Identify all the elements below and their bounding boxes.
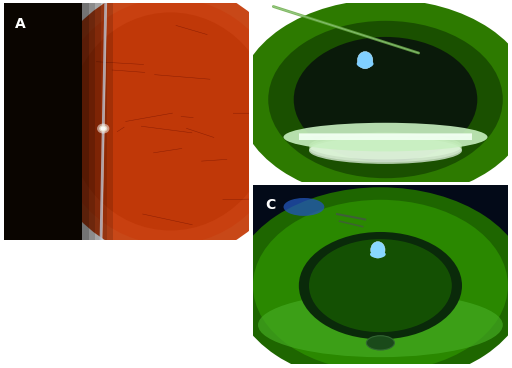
Ellipse shape xyxy=(309,135,462,162)
Polygon shape xyxy=(4,3,82,240)
Ellipse shape xyxy=(253,200,508,368)
Ellipse shape xyxy=(100,127,106,131)
Polygon shape xyxy=(253,185,508,236)
Text: A: A xyxy=(15,17,26,31)
Polygon shape xyxy=(299,132,472,136)
Polygon shape xyxy=(107,3,113,240)
Ellipse shape xyxy=(309,239,452,332)
Ellipse shape xyxy=(284,198,324,216)
Text: C: C xyxy=(266,198,276,212)
Ellipse shape xyxy=(53,0,288,245)
Ellipse shape xyxy=(68,13,273,230)
Ellipse shape xyxy=(309,137,462,164)
Polygon shape xyxy=(101,3,107,240)
Ellipse shape xyxy=(99,125,108,132)
Ellipse shape xyxy=(357,52,373,69)
Ellipse shape xyxy=(268,21,503,178)
Ellipse shape xyxy=(309,132,462,159)
Ellipse shape xyxy=(258,293,503,357)
Ellipse shape xyxy=(232,187,512,368)
Polygon shape xyxy=(89,3,95,240)
Polygon shape xyxy=(95,3,101,240)
Text: B: B xyxy=(266,15,276,29)
Ellipse shape xyxy=(371,242,385,258)
Ellipse shape xyxy=(294,37,477,162)
Ellipse shape xyxy=(299,232,462,339)
Ellipse shape xyxy=(367,336,394,350)
Polygon shape xyxy=(82,3,89,240)
Ellipse shape xyxy=(370,251,386,258)
Ellipse shape xyxy=(97,124,110,134)
Ellipse shape xyxy=(284,123,487,151)
Ellipse shape xyxy=(357,60,374,68)
Ellipse shape xyxy=(238,0,512,200)
Polygon shape xyxy=(299,134,472,140)
Ellipse shape xyxy=(41,0,300,259)
